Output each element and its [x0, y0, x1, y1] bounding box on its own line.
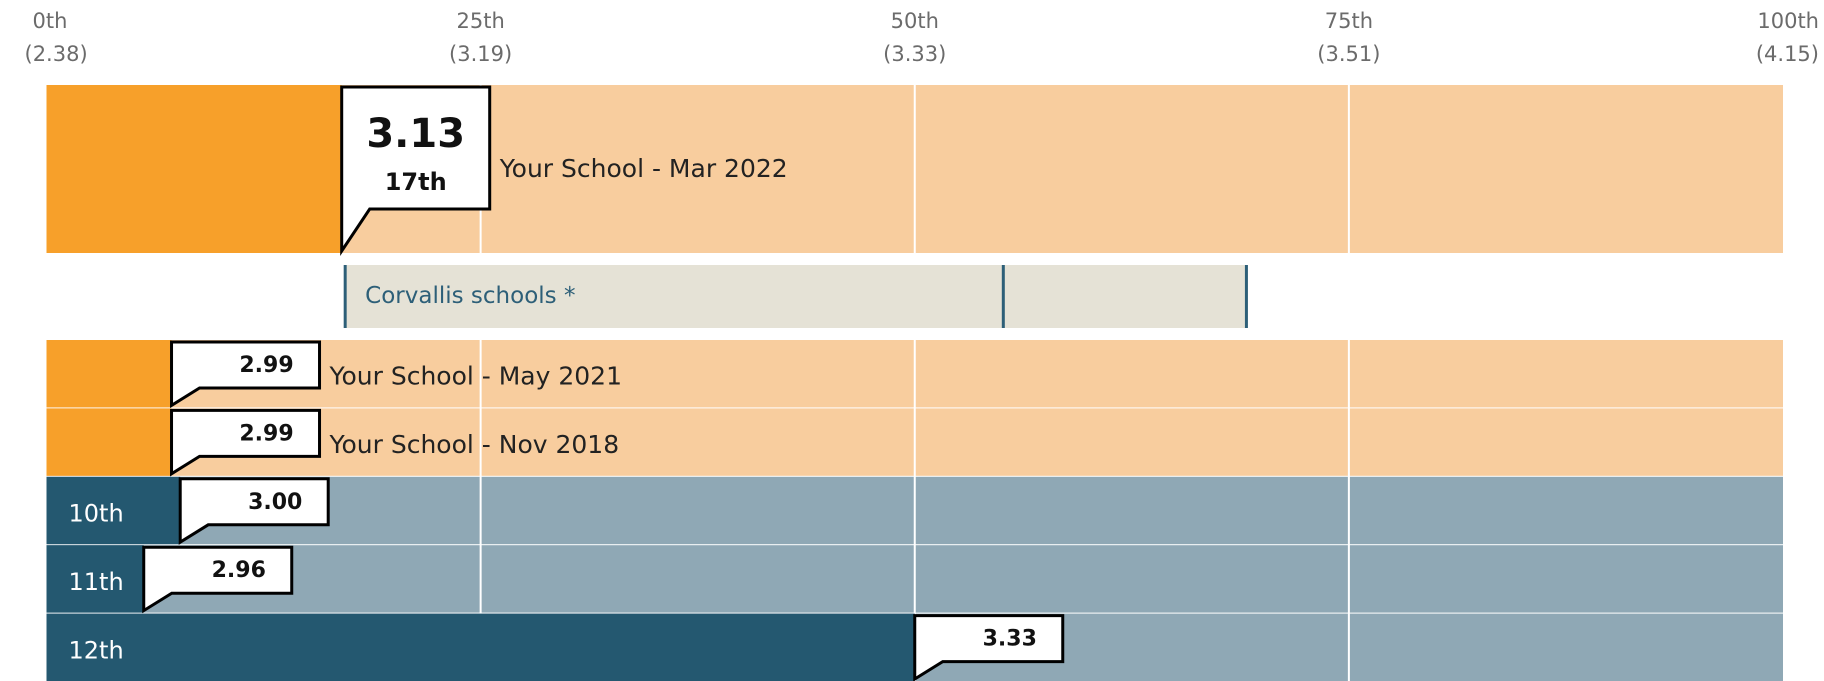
value-label: 3.00 — [248, 490, 302, 515]
value-label: 2.99 — [239, 353, 293, 378]
x-tick-score: (3.51) — [1317, 42, 1380, 66]
value-label: 2.96 — [212, 558, 266, 583]
x-tick-label: 0th — [33, 9, 68, 33]
value-label: 2.99 — [239, 421, 293, 446]
x-tick-score: (3.19) — [449, 42, 512, 66]
range-label: Corvallis schools * — [365, 283, 575, 309]
x-tick-label: 50th — [891, 9, 939, 33]
callout — [170, 340, 322, 409]
row-label: 11th — [69, 568, 124, 596]
x-tick-label: 25th — [456, 9, 504, 33]
x-tick-score: (3.33) — [883, 42, 946, 66]
bar — [46, 476, 181, 545]
callout — [178, 477, 330, 545]
callout — [142, 545, 294, 614]
row-label: 10th — [69, 500, 124, 528]
bar — [46, 340, 172, 408]
value-label: 3.13 — [366, 111, 465, 157]
row-label: Your School - Nov 2018 — [329, 430, 620, 459]
callout — [913, 614, 1065, 681]
bar — [46, 408, 172, 476]
x-tick-score: (2.38) — [25, 42, 88, 66]
value-label: 3.33 — [983, 627, 1037, 652]
x-tick-score: (4.15) — [1756, 42, 1819, 66]
percentile-label: 17th — [385, 168, 447, 196]
callout — [340, 85, 492, 256]
bar — [46, 85, 342, 253]
row-label: 12th — [69, 636, 124, 664]
callout — [170, 408, 322, 477]
x-tick-label: 100th — [1757, 9, 1819, 33]
bar — [46, 545, 144, 613]
bar — [46, 613, 915, 681]
x-tick-label: 75th — [1325, 9, 1373, 33]
row-label: Your School - Mar 2022 — [499, 154, 788, 183]
row-label: Your School - May 2021 — [329, 362, 622, 391]
range-band — [345, 265, 1247, 328]
